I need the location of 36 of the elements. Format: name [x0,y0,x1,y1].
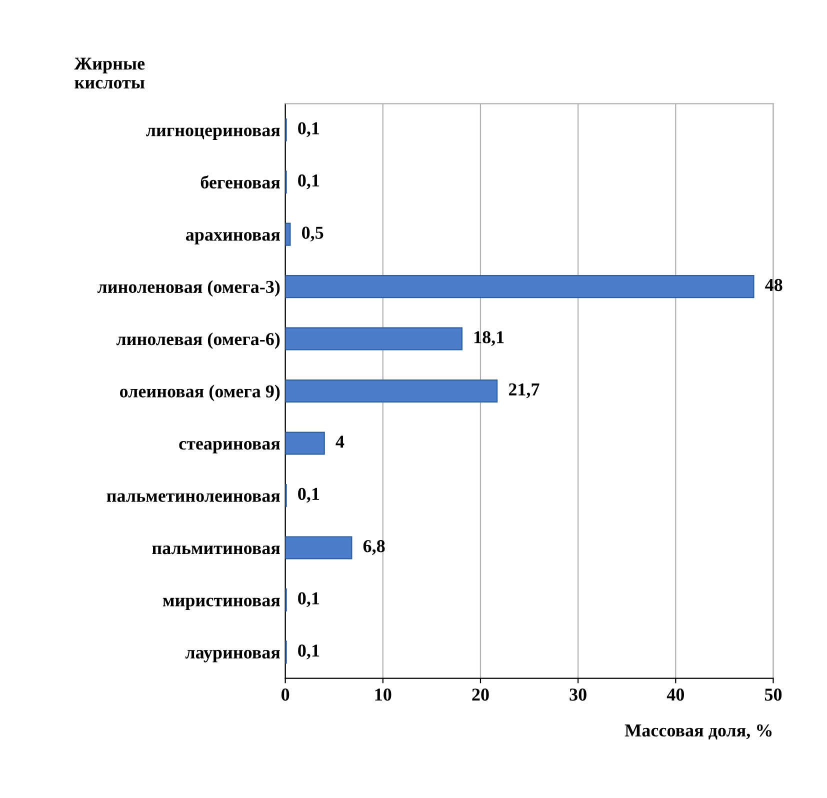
y-axis-title: Жирные кислоты [74,58,145,89]
x-tick-label: 10 [375,688,392,701]
x-tick-label: 20 [472,688,489,701]
y-tick-label: пальметинолеиновая [106,493,280,502]
data-label: 48 [765,278,782,292]
data-label: 4 [336,436,344,448]
y-tick-label: пальмитиновая [152,545,280,554]
data-label: 0,1 [298,174,320,190]
y-tick-label: олеиновая (омега 9) [120,384,280,402]
data-label: 21,7 [508,383,540,398]
y-tick-label: бегеновая [200,175,280,189]
bar [285,536,352,560]
data-label: 0,1 [298,592,320,608]
x-tick-label: 40 [666,688,684,701]
data-label: 6,8 [363,540,385,555]
data-label: 0,1 [298,644,320,660]
data-label: 18,1 [474,331,504,346]
y-tick-label: лауриновая [185,650,280,662]
data-label: 0,1 [298,488,320,503]
data-label: 0,1 [298,122,320,137]
data-label: 0,5 [302,226,324,242]
y-tick-label: лигноцериновая [146,128,280,140]
bar [285,327,462,350]
x-tick-label: 50 [764,688,782,701]
x-axis-title: Массовая доля, % [624,724,772,740]
y-tick-label: стеариновая [179,441,280,454]
y-tick-label: арахиновая [186,232,280,244]
y-tick-label: линолевая (омега-6) [116,332,280,349]
y-tick-label: линоленовая (омега-3) [97,280,280,297]
y-tick-label: миристиновая [162,598,280,610]
x-tick-label: 30 [570,688,586,701]
bar [285,222,291,246]
bar [285,379,498,403]
bar [285,432,325,455]
x-tick-label: 0 [281,688,290,701]
bar [285,275,754,298]
